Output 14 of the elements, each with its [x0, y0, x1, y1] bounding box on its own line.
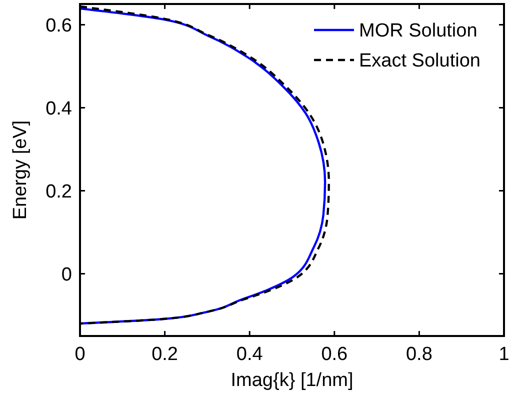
x-tick-label: 1 [498, 344, 510, 365]
x-axis-title: Imag{k} [1/nm] [230, 370, 354, 391]
x-tick-label: 0.6 [321, 344, 348, 365]
x-tick-label: 0 [74, 344, 86, 365]
y-tick-label: 0.2 [46, 181, 72, 202]
y-tick-label: 0.4 [46, 98, 72, 120]
legend-label: Exact Solution [359, 50, 480, 72]
y-tick-label: 0.6 [46, 15, 72, 36]
x-tick-label: 0.8 [406, 344, 432, 365]
y-tick-label: 0 [61, 264, 72, 286]
x-tick-label: 0.4 [236, 344, 264, 365]
legend-label: MOR Solution [359, 20, 478, 42]
x-tick-label: 0.2 [152, 344, 178, 365]
y-axis-title: Energy [eV] [10, 120, 31, 220]
